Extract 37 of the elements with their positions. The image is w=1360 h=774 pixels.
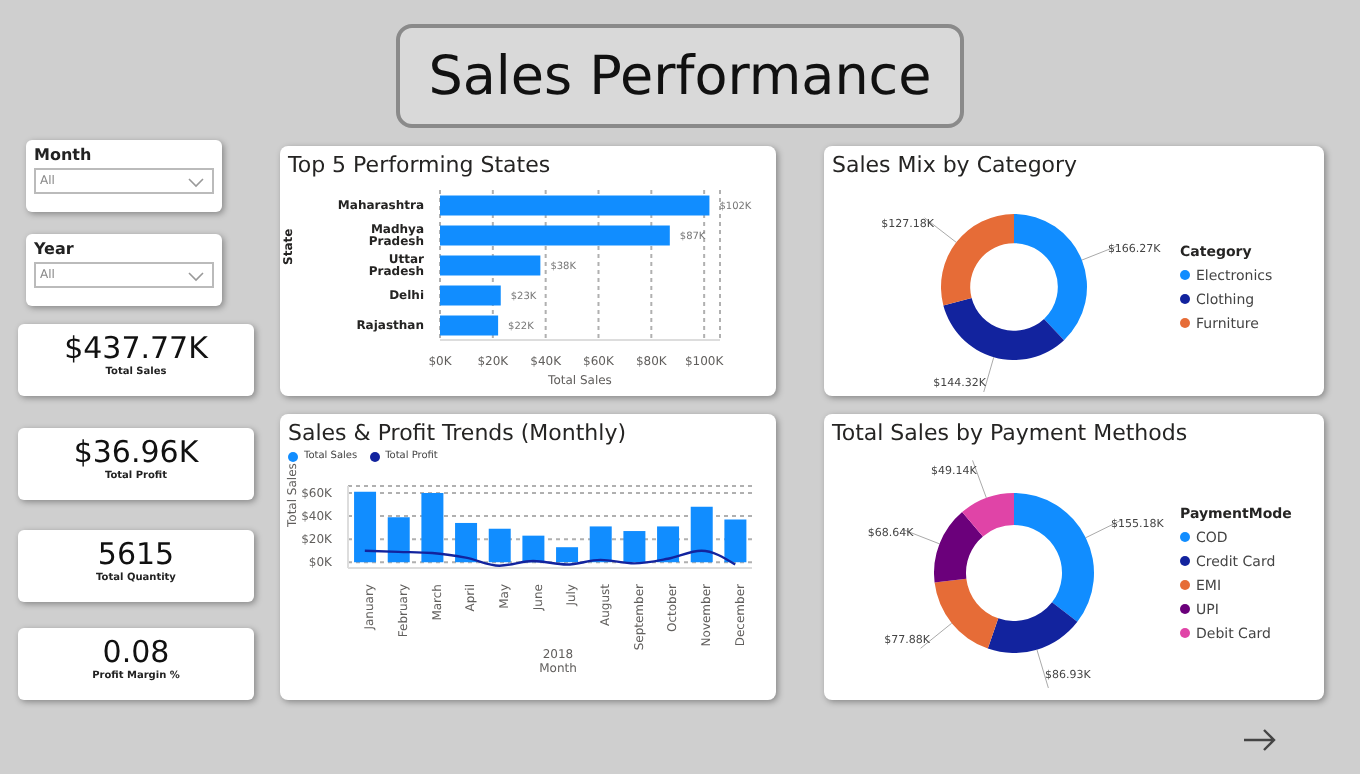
- donut-slice: [934, 512, 983, 583]
- donut-slice: [1014, 493, 1094, 622]
- text: 5615: [95, 534, 177, 572]
- bar: [522, 535, 545, 563]
- bar: [440, 225, 670, 246]
- bar: [440, 255, 541, 276]
- bar: [488, 528, 511, 563]
- text: $437.77K: [62, 328, 210, 366]
- bar: [690, 506, 713, 563]
- text: Year: [32, 238, 76, 258]
- bar: [556, 547, 579, 563]
- chart-title: Sales Mix by Category: [830, 150, 1080, 182]
- bar: [657, 526, 680, 563]
- bar: [387, 517, 410, 563]
- bar: [440, 315, 499, 336]
- bar: [354, 491, 377, 563]
- donut-slice: [987, 602, 1078, 653]
- donut-slice: [943, 298, 1065, 360]
- donut-slice: [962, 493, 1014, 537]
- text: Month: [32, 144, 94, 164]
- bar: [455, 522, 478, 563]
- bar: [589, 526, 612, 563]
- donut-slice: [941, 214, 1014, 306]
- bar: [440, 195, 710, 216]
- bar: [623, 531, 646, 563]
- line-series: [363, 549, 737, 567]
- bar: [440, 285, 501, 306]
- text: 0.08: [100, 632, 172, 670]
- bar: [724, 519, 747, 563]
- bar: [421, 492, 444, 563]
- donut-slice: [934, 578, 999, 649]
- chart-title: Total Sales by Payment Methods: [830, 418, 1190, 450]
- donut-slice: [1014, 214, 1087, 341]
- text: $36.96K: [71, 432, 201, 470]
- chart-title: Top 5 Performing States: [286, 150, 553, 182]
- text: Sales Performance: [396, 24, 964, 128]
- chart-title: Sales & Profit Trends (Monthly): [286, 418, 628, 450]
